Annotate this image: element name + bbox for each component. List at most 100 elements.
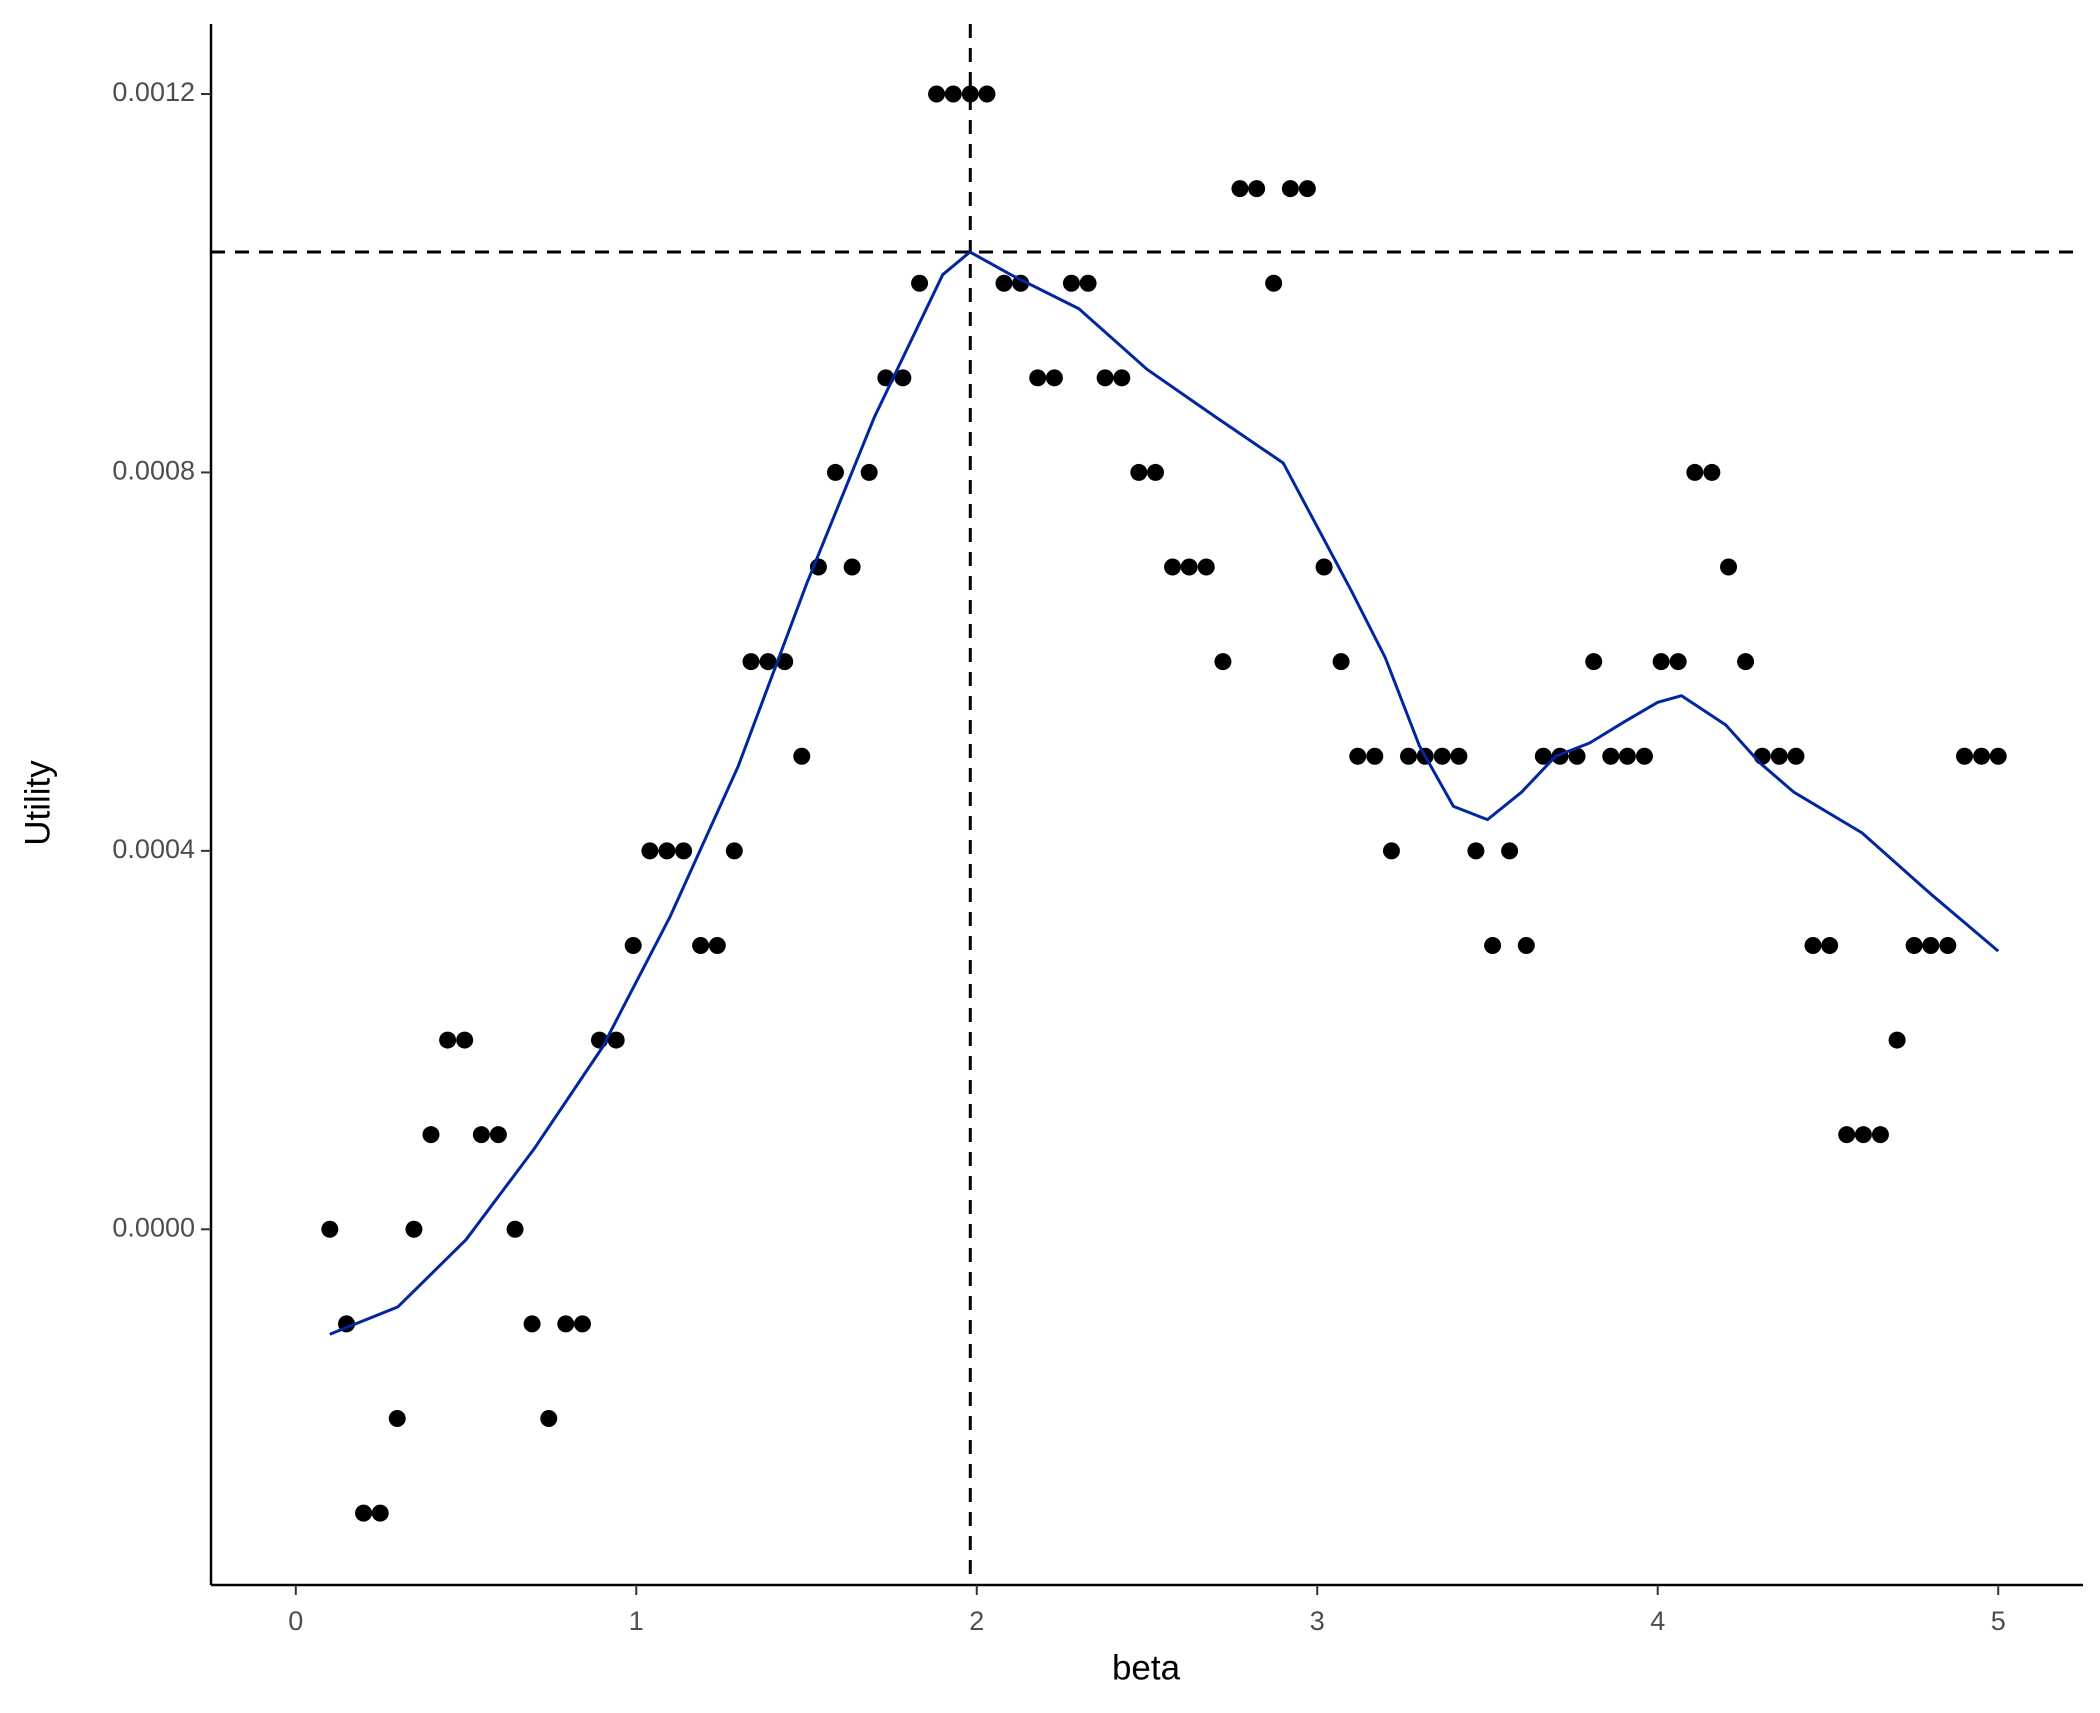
point xyxy=(1737,653,1755,671)
point xyxy=(1905,936,1923,954)
smooth-line xyxy=(329,250,2000,1336)
point xyxy=(1164,558,1182,576)
point xyxy=(1770,747,1788,765)
point xyxy=(1332,653,1350,671)
point xyxy=(1602,747,1620,765)
point xyxy=(456,1031,474,1049)
point xyxy=(1686,463,1704,481)
point xyxy=(1720,558,1738,576)
point xyxy=(607,1031,625,1049)
y-tick-label: 0.0012 xyxy=(112,77,195,107)
point xyxy=(1096,369,1114,387)
x-tick-label: 0 xyxy=(288,1606,303,1636)
point xyxy=(624,936,642,954)
point xyxy=(1484,936,1502,954)
point xyxy=(439,1031,457,1049)
x-tick-label: 1 xyxy=(629,1606,644,1636)
x-tick-label: 5 xyxy=(1991,1606,2006,1636)
point xyxy=(1618,747,1636,765)
point xyxy=(793,747,811,765)
point xyxy=(1956,747,1974,765)
point xyxy=(1585,653,1603,671)
point xyxy=(1854,1126,1872,1144)
point xyxy=(692,936,710,954)
point xyxy=(675,842,693,860)
point xyxy=(422,1126,440,1144)
point xyxy=(1113,369,1131,387)
point xyxy=(759,653,777,671)
point xyxy=(1821,936,1839,954)
point xyxy=(405,1220,423,1238)
point xyxy=(1888,1031,1906,1049)
point xyxy=(506,1220,524,1238)
point xyxy=(321,1220,339,1238)
point xyxy=(1433,747,1451,765)
point xyxy=(355,1504,373,1522)
point xyxy=(1231,180,1249,198)
point xyxy=(1669,653,1687,671)
point xyxy=(742,653,760,671)
point xyxy=(1652,653,1670,671)
point xyxy=(641,842,659,860)
point xyxy=(658,842,676,860)
point xyxy=(1399,747,1417,765)
point xyxy=(911,274,929,292)
point xyxy=(1501,842,1519,860)
point xyxy=(1062,274,1080,292)
point xyxy=(1248,180,1266,198)
point xyxy=(860,463,878,481)
point xyxy=(1180,558,1198,576)
point xyxy=(489,1126,507,1144)
point xyxy=(1197,558,1215,576)
point xyxy=(472,1126,490,1144)
point xyxy=(928,85,946,103)
point xyxy=(557,1315,575,1333)
point xyxy=(1147,463,1165,481)
point xyxy=(1534,747,1552,765)
point xyxy=(1265,274,1283,292)
x-tick-label: 2 xyxy=(969,1606,984,1636)
point xyxy=(1045,369,1063,387)
point xyxy=(843,558,861,576)
point xyxy=(1838,1126,1856,1144)
point xyxy=(1635,747,1653,765)
point xyxy=(826,463,844,481)
point xyxy=(1753,747,1771,765)
point xyxy=(1939,936,1957,954)
point xyxy=(1214,653,1232,671)
point xyxy=(1871,1126,1889,1144)
y-tick-label: 0.0000 xyxy=(112,1212,195,1242)
point xyxy=(1298,180,1316,198)
point xyxy=(894,369,912,387)
point xyxy=(1804,936,1822,954)
point xyxy=(1787,747,1805,765)
point xyxy=(1973,747,1991,765)
x-tick-label: 4 xyxy=(1650,1606,1665,1636)
point xyxy=(573,1315,591,1333)
point xyxy=(725,842,743,860)
point xyxy=(1029,369,1047,387)
x-axis-title: beta xyxy=(1112,1648,1181,1687)
point xyxy=(1989,747,2007,765)
point xyxy=(1079,274,1097,292)
point xyxy=(708,936,726,954)
y-tick-label: 0.0008 xyxy=(112,456,195,486)
point xyxy=(1517,936,1535,954)
point xyxy=(1349,747,1367,765)
y-axis-title: Utility xyxy=(18,760,57,846)
point xyxy=(944,85,962,103)
point xyxy=(1130,463,1148,481)
point xyxy=(1366,747,1384,765)
point xyxy=(1703,463,1721,481)
point xyxy=(540,1409,558,1427)
point xyxy=(1315,558,1333,576)
point xyxy=(1922,936,1940,954)
point xyxy=(371,1504,389,1522)
point xyxy=(388,1409,406,1427)
point xyxy=(995,274,1013,292)
point xyxy=(961,85,979,103)
point xyxy=(523,1315,541,1333)
point xyxy=(1450,747,1468,765)
point xyxy=(1281,180,1299,198)
